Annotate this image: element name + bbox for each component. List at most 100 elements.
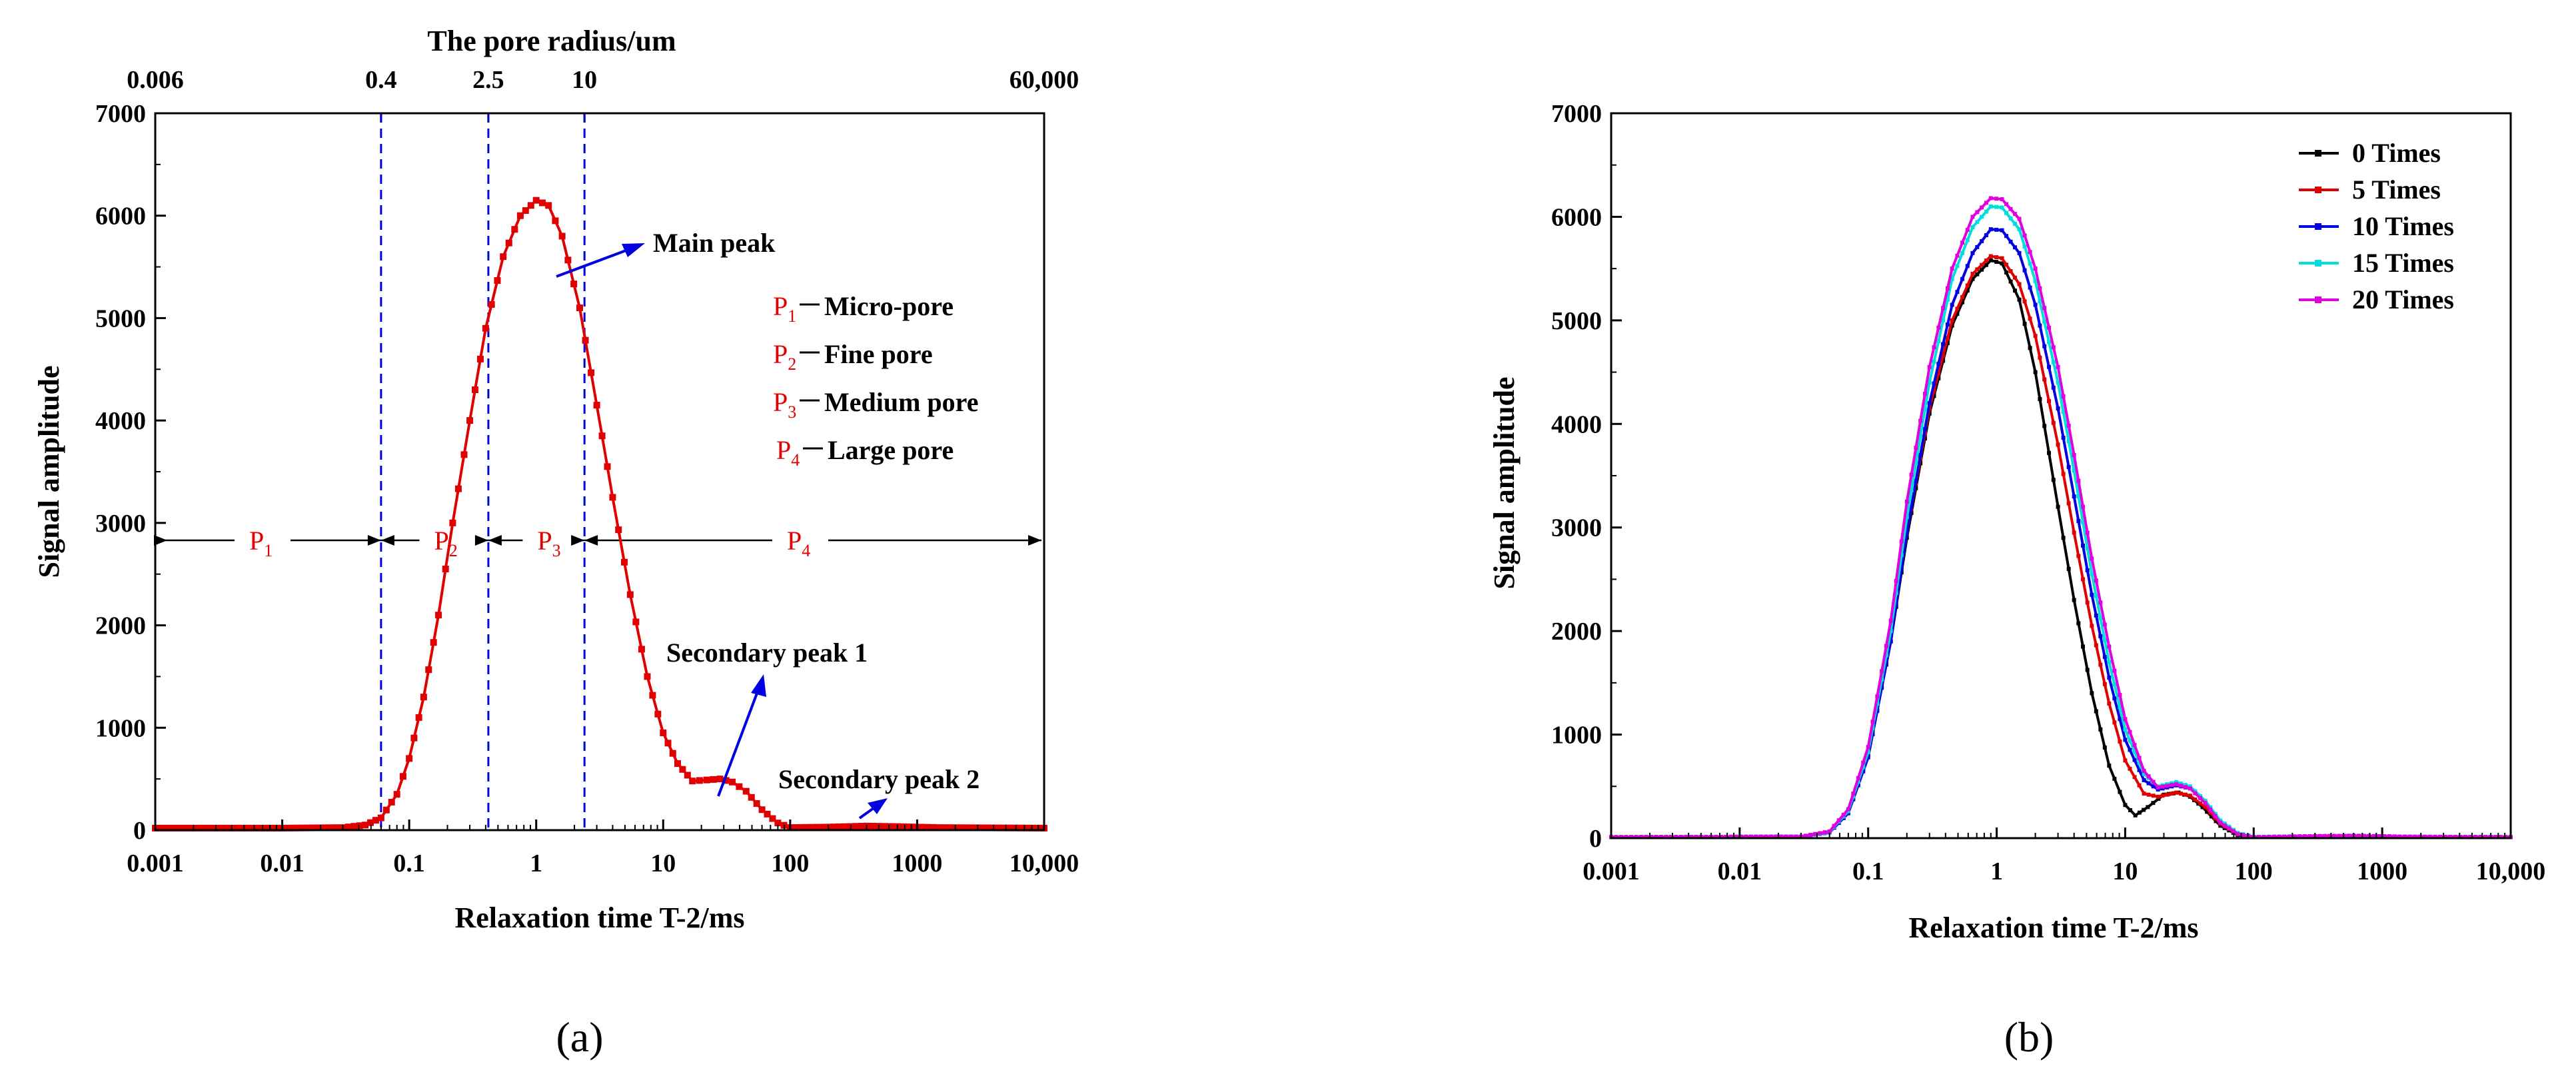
data-point xyxy=(858,823,865,830)
data-point xyxy=(2433,834,2437,839)
data-point xyxy=(2017,282,2022,286)
data-point xyxy=(1922,407,1927,412)
data-point xyxy=(2463,835,2467,839)
legend-item: 20 Times xyxy=(2299,284,2454,314)
data-point xyxy=(505,239,512,247)
data-point xyxy=(366,819,374,826)
range-label-symbol: P xyxy=(249,526,264,556)
data-point xyxy=(454,485,462,492)
data-point xyxy=(1965,238,1970,243)
data-point xyxy=(2022,233,2027,238)
data-point xyxy=(2142,772,2146,776)
top-axis-ticks: 0.006 0.4 2.5 10 60,000 xyxy=(127,66,1079,123)
data-point xyxy=(852,823,860,830)
data-point xyxy=(2066,465,2071,470)
main-peak-arrowhead xyxy=(622,243,645,257)
data-point xyxy=(988,824,995,831)
y-tick-label: 7000 xyxy=(1551,100,1602,128)
data-point xyxy=(2498,835,2503,839)
data-point xyxy=(2448,835,2453,839)
data-point xyxy=(2417,834,2422,839)
y-tick-label: 6000 xyxy=(1551,203,1602,231)
data-point xyxy=(2198,801,2203,806)
data-point xyxy=(2183,785,2188,790)
data-point xyxy=(1764,834,1768,839)
data-point xyxy=(2094,709,2098,714)
data-point xyxy=(2160,784,2165,789)
data-point xyxy=(309,824,317,831)
data-point xyxy=(684,772,691,779)
data-point xyxy=(175,824,182,831)
y-tick-label: 5000 xyxy=(1551,307,1602,335)
data-point xyxy=(1918,418,1923,423)
main-peak-arrow xyxy=(556,247,634,278)
data-point xyxy=(1638,835,1643,839)
data-point xyxy=(576,304,583,312)
data-point xyxy=(1728,834,1733,839)
data-point xyxy=(2118,790,2122,794)
data-point xyxy=(233,824,240,831)
data-point xyxy=(2142,768,2146,773)
data-point xyxy=(2076,494,2081,499)
x-tick-label: 100 xyxy=(2235,857,2273,885)
data-point xyxy=(261,824,269,831)
data-point xyxy=(285,824,292,831)
y-tick-label: 2000 xyxy=(95,612,146,640)
data-point xyxy=(882,823,889,830)
data-point xyxy=(2098,662,2103,667)
data-point xyxy=(753,800,760,807)
data-point xyxy=(1827,829,1832,833)
legend-item: 15 Times xyxy=(2299,248,2454,278)
pore-class-3-name: Medium pore xyxy=(824,387,978,417)
data-point xyxy=(2085,546,2090,550)
data-point xyxy=(2081,504,2086,509)
data-point xyxy=(2076,478,2081,483)
data-point xyxy=(1909,504,1914,509)
data-point xyxy=(494,277,501,284)
data-point xyxy=(2004,211,2009,215)
data-point xyxy=(1684,835,1688,839)
data-point xyxy=(2072,468,2076,473)
x-tick-label: 0.01 xyxy=(260,849,305,877)
data-point xyxy=(2236,831,2240,836)
data-point xyxy=(2443,834,2447,839)
data-point xyxy=(1955,290,1960,294)
data-point xyxy=(728,778,736,786)
data-point xyxy=(2151,794,2156,798)
y-axis-ticks: 0 1000 2000 3000 4000 5000 6000 7000 xyxy=(1551,100,1622,853)
data-point xyxy=(2367,833,2371,838)
top-tick-label: 0.4 xyxy=(365,66,397,94)
data-point xyxy=(758,806,766,813)
data-point xyxy=(2085,668,2090,672)
top-tick-label: 60,000 xyxy=(1009,66,1079,94)
data-point xyxy=(2327,833,2332,838)
top-axis-title: The pore radius/um xyxy=(427,25,676,57)
data-point xyxy=(959,824,966,831)
data-point xyxy=(1980,263,1984,267)
y-tick-label: 3000 xyxy=(95,510,146,538)
data-point xyxy=(2000,205,2004,210)
panel-label-b: (b) xyxy=(2004,1013,2054,1061)
data-point xyxy=(2047,340,2052,344)
data-point xyxy=(2151,784,2156,789)
data-point xyxy=(2218,823,2223,828)
data-point xyxy=(1754,834,1758,839)
pore-class-1: P1 Micro-pore xyxy=(773,291,954,326)
data-point xyxy=(2468,835,2473,839)
data-point xyxy=(2013,275,2018,280)
data-point xyxy=(2361,833,2366,838)
data-point xyxy=(169,824,176,831)
data-point xyxy=(2292,834,2297,839)
data-point xyxy=(460,451,468,458)
secondary-peak-1-arrow xyxy=(717,686,761,797)
data-point xyxy=(522,207,529,215)
data-point xyxy=(410,734,418,742)
data-point xyxy=(830,823,838,831)
data-point xyxy=(1936,371,1941,376)
data-point xyxy=(1950,267,1954,271)
data-point xyxy=(748,794,755,801)
data-point xyxy=(1932,345,1936,350)
data-point xyxy=(2193,797,2198,802)
data-point xyxy=(1927,401,1932,406)
svg-text:P1: P1 xyxy=(773,291,796,326)
